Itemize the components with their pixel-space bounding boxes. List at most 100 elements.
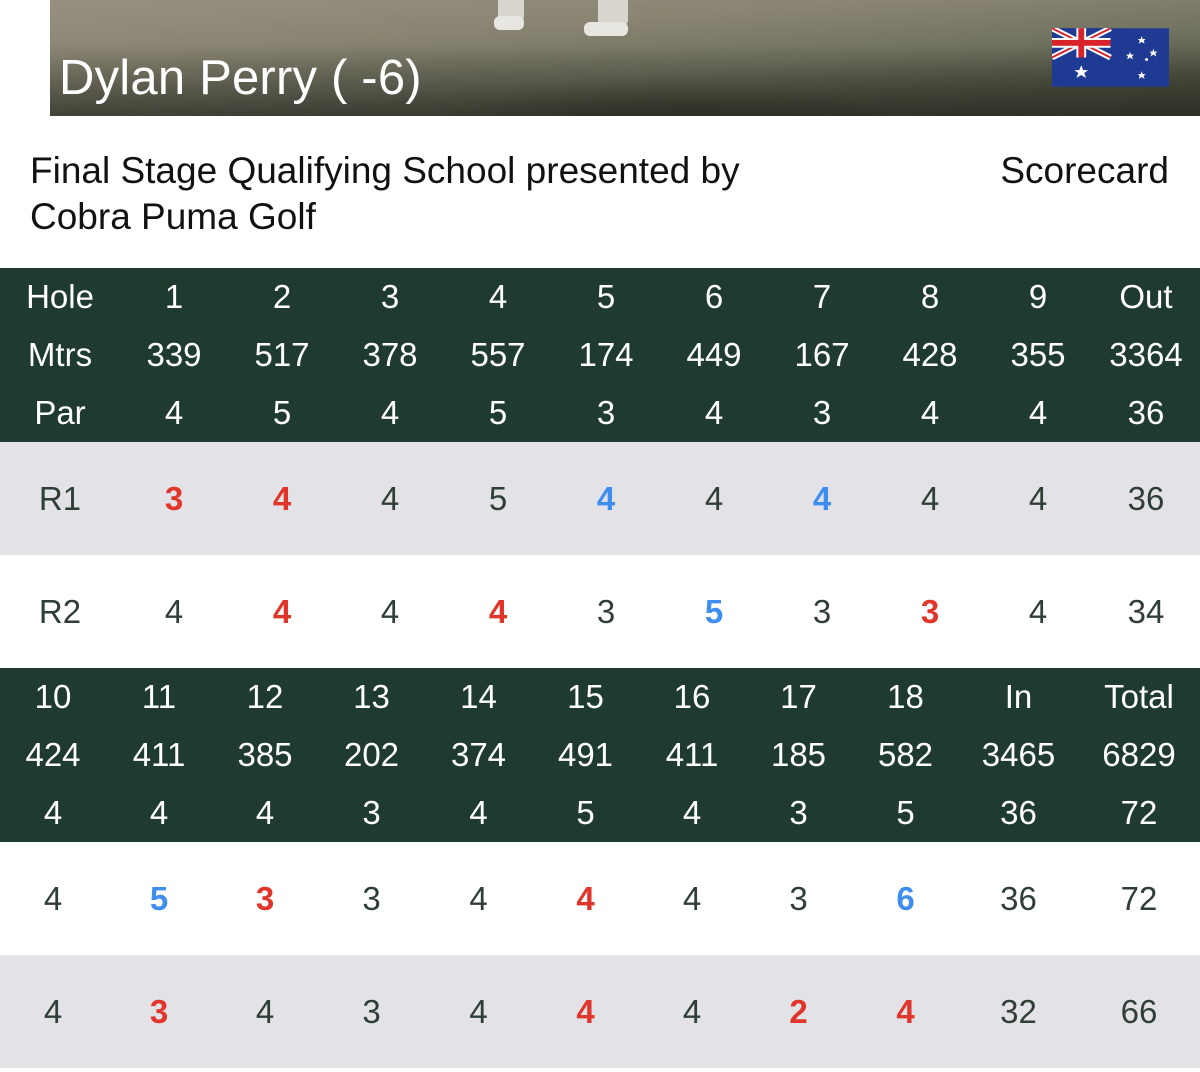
front-mtrs-cell: 557 (444, 326, 552, 384)
score-cell: 4 (660, 442, 768, 555)
back-hole-cell: 10 (0, 668, 106, 726)
over-par-score: 5 (106, 842, 212, 955)
back-par-cell: 5 (532, 784, 639, 842)
score-cell: 4 (120, 555, 228, 668)
front-par-cell: 4 (660, 384, 768, 442)
score-cell: R1 (0, 442, 120, 555)
score-cell: 72 (1078, 842, 1200, 955)
back-nine-table: 10 11 12 13 14 15 16 17 18 In Total 424 411 385 202 374… (0, 668, 1200, 1068)
front-mtrs-cell: 339 (120, 326, 228, 384)
score-cell: 4 (639, 955, 745, 1068)
score-cell: 4 (0, 955, 106, 1068)
under-par-score: 3 (876, 555, 984, 668)
back-mtrs-cell: 491 (532, 726, 639, 784)
under-par-score: 4 (852, 955, 959, 1068)
front-hole-cell: 9 (984, 268, 1092, 326)
back-hole-cell: 14 (425, 668, 532, 726)
front-hole-cell: 4 (444, 268, 552, 326)
score-cell: 4 (336, 442, 444, 555)
front-mtrs-cell: 449 (660, 326, 768, 384)
front-par-cell: 5 (228, 384, 336, 442)
score-cell: 3 (318, 842, 425, 955)
score-cell: 4 (639, 842, 745, 955)
score-cell: 3 (318, 955, 425, 1068)
player-banner: Dylan Perry ( -6) (50, 0, 1200, 116)
back-round-1-row[interactable]: 4 5 3 3 4 4 4 3 6 36 72 (0, 842, 1200, 955)
score-cell: 36 (959, 842, 1078, 955)
front-par-cell: 5 (444, 384, 552, 442)
back-hole-cell: In (959, 668, 1078, 726)
front-par-cell: 36 (1092, 384, 1200, 442)
front-mtrs-cell: 355 (984, 326, 1092, 384)
back-mtrs-cell: 411 (639, 726, 745, 784)
player-photo-shoe (494, 16, 524, 30)
back-par-cell: 36 (959, 784, 1078, 842)
back-hole-cell: 17 (745, 668, 852, 726)
front-hole-cell: Hole (0, 268, 120, 326)
player-name: Dylan Perry ( -6) (59, 51, 422, 105)
score-cell: 4 (984, 442, 1092, 555)
player-photo-leg (598, 0, 628, 26)
score-cell: 66 (1078, 955, 1200, 1068)
front-par-cell: 4 (876, 384, 984, 442)
under-par-score: 4 (532, 842, 639, 955)
front-hole-cell: 6 (660, 268, 768, 326)
score-cell: 32 (959, 955, 1078, 1068)
front-hole-cell: 7 (768, 268, 876, 326)
back-par-cell: 4 (212, 784, 318, 842)
score-cell: 3 (768, 555, 876, 668)
back-round-2-row[interactable]: 4 3 4 3 4 4 4 2 4 32 66 (0, 955, 1200, 1068)
under-par-score: 4 (228, 442, 336, 555)
back-hole-cell: 12 (212, 668, 318, 726)
banner-shade (50, 44, 1200, 116)
front-par-cell: 4 (120, 384, 228, 442)
front-mtrs-cell: 167 (768, 326, 876, 384)
back-metres-row: 424 411 385 202 374 491 411 185 582 3465 6829 (0, 726, 1200, 784)
back-hole-cell: 18 (852, 668, 959, 726)
back-mtrs-cell: 411 (106, 726, 212, 784)
back-par-row: 4 4 4 3 4 5 4 3 5 36 72 (0, 784, 1200, 842)
front-hole-cell: 1 (120, 268, 228, 326)
front-mtrs-cell: 517 (228, 326, 336, 384)
over-par-score: 4 (552, 442, 660, 555)
front-hole-cell: 2 (228, 268, 336, 326)
over-par-score: 5 (660, 555, 768, 668)
back-mtrs-cell: 374 (425, 726, 532, 784)
back-mtrs-cell: 185 (745, 726, 852, 784)
front-mtrs-cell: 428 (876, 326, 984, 384)
front-round-1-row[interactable]: R1 3 4 4 5 4 4 4 4 4 36 (0, 442, 1200, 555)
back-par-cell: 4 (639, 784, 745, 842)
under-par-score: 3 (120, 442, 228, 555)
front-par-cell: 4 (984, 384, 1092, 442)
score-cell: R2 (0, 555, 120, 668)
back-par-cell: 72 (1078, 784, 1200, 842)
under-par-score: 4 (532, 955, 639, 1068)
front-hole-cell: Out (1092, 268, 1200, 326)
front-metres-row: Mtrs 339 517 378 557 174 449 167 428 355 3364 (0, 326, 1200, 384)
over-par-score: 6 (852, 842, 959, 955)
score-cell: 4 (876, 442, 984, 555)
scorecard-label: Scorecard (1000, 150, 1169, 191)
back-par-cell: 3 (745, 784, 852, 842)
front-round-2-row[interactable]: R2 4 4 4 4 3 5 3 3 4 34 (0, 555, 1200, 668)
score-cell: 4 (425, 955, 532, 1068)
player-photo-shoe (584, 22, 628, 36)
front-hole-cell: 3 (336, 268, 444, 326)
back-mtrs-cell: 3465 (959, 726, 1078, 784)
front-nine-table: Hole 1 2 3 4 5 6 7 8 9 Out Mtrs 339 517 378 557 174 449 16… (0, 268, 1200, 668)
back-mtrs-cell: 385 (212, 726, 318, 784)
under-par-score: 3 (212, 842, 318, 955)
front-mtrs-cell: 174 (552, 326, 660, 384)
score-cell: 4 (984, 555, 1092, 668)
back-par-cell: 4 (0, 784, 106, 842)
front-par-cell: 3 (768, 384, 876, 442)
score-cell: 4 (336, 555, 444, 668)
back-par-cell: 3 (318, 784, 425, 842)
front-par-cell: 4 (336, 384, 444, 442)
back-hole-cell: 15 (532, 668, 639, 726)
back-mtrs-cell: 202 (318, 726, 425, 784)
front-par-cell: Par (0, 384, 120, 442)
back-hole-cell: 11 (106, 668, 212, 726)
event-title: Final Stage Qualifying School presented … (30, 150, 740, 237)
front-par-cell: 3 (552, 384, 660, 442)
